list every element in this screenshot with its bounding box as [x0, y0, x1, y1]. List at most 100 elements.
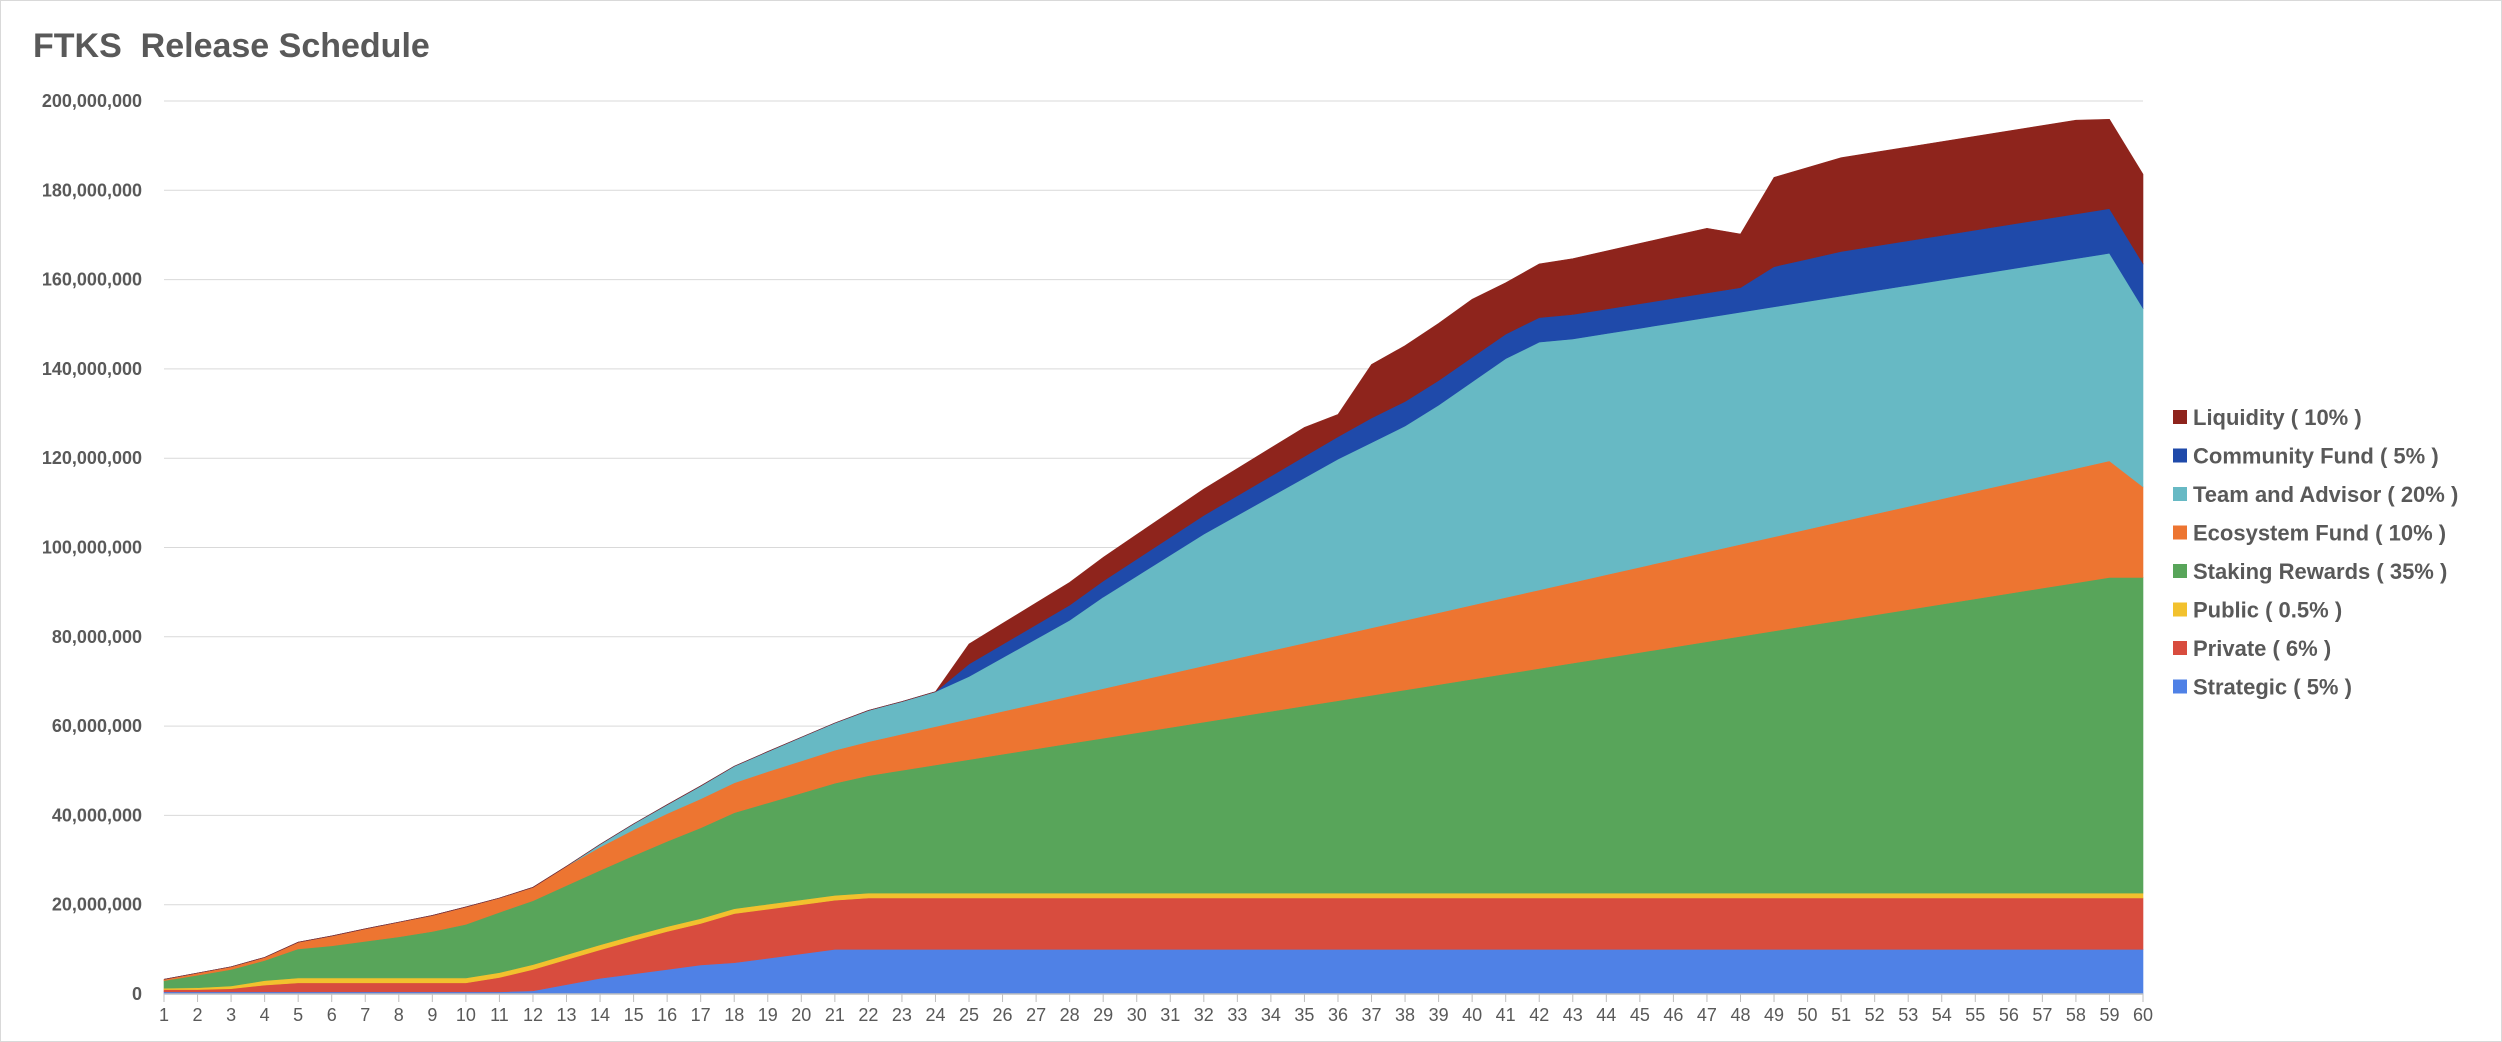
- x-tick-label: 37: [1362, 1005, 1382, 1025]
- legend-item: Ecosystem Fund ( 10% ): [2173, 521, 2446, 546]
- x-tick-label: 47: [1697, 1005, 1717, 1025]
- x-tick-label: 46: [1663, 1005, 1683, 1025]
- x-tick-label: 15: [624, 1005, 644, 1025]
- x-tick-label: 11: [490, 1005, 509, 1025]
- x-tick-label: 57: [2032, 1005, 2052, 1025]
- x-tick-label: 51: [1831, 1005, 1851, 1025]
- area-liquidity: [163, 119, 2144, 980]
- x-tick-label: 26: [993, 1005, 1013, 1025]
- legend-item: Strategic ( 5% ): [2173, 675, 2352, 700]
- x-tick-label: 29: [1093, 1005, 1113, 1025]
- legend-swatch: [2173, 448, 2187, 463]
- x-tick-label: 5: [293, 1005, 303, 1025]
- x-tick-label: 30: [1127, 1005, 1147, 1025]
- x-tick-label: 45: [1630, 1005, 1650, 1025]
- legend-label: Community Fund ( 5% ): [2193, 444, 2439, 469]
- x-tick-label: 48: [1730, 1005, 1750, 1025]
- y-tick-label: 60,000,000: [52, 716, 142, 736]
- x-tick-label: 28: [1060, 1005, 1080, 1025]
- x-tick-label: 1: [159, 1005, 169, 1025]
- x-tick-label: 36: [1328, 1005, 1348, 1025]
- x-tick-label: 17: [691, 1005, 711, 1025]
- x-tick-label: 20: [791, 1005, 811, 1025]
- legend-label: Public ( 0.5% ): [2193, 598, 2342, 623]
- legend-label: Staking Rewards ( 35% ): [2193, 559, 2447, 584]
- x-tick-label: 22: [858, 1005, 878, 1025]
- x-tick-label: 13: [556, 1005, 576, 1025]
- legend-item: Community Fund ( 5% ): [2173, 444, 2439, 469]
- legend-swatch: [2173, 525, 2187, 540]
- y-tick-label: 200,000,000: [42, 91, 142, 111]
- x-tick-label: 6: [327, 1005, 337, 1025]
- x-tick-label: 19: [758, 1005, 778, 1025]
- x-tick-label: 56: [1999, 1005, 2019, 1025]
- legend-item: Staking Rewards ( 35% ): [2173, 559, 2447, 584]
- y-tick-label: 180,000,000: [42, 180, 142, 200]
- area-series-group: [163, 119, 2144, 995]
- y-tick-label: 0: [132, 984, 142, 1004]
- legend-swatch: [2173, 410, 2187, 424]
- x-tick-label: 9: [427, 1005, 437, 1025]
- x-tick-label: 23: [892, 1005, 912, 1025]
- x-tick-label: 8: [394, 1005, 404, 1025]
- y-tick-label: 20,000,000: [52, 895, 142, 915]
- x-tick-label: 58: [2066, 1005, 2086, 1025]
- x-tick-label: 33: [1227, 1005, 1247, 1025]
- x-tick-label: 54: [1932, 1005, 1952, 1025]
- x-tick-label: 38: [1395, 1005, 1415, 1025]
- legend: Liquidity ( 10% ) Community Fund ( 5% ) Te…: [2173, 405, 2458, 700]
- legend-swatch: [2173, 487, 2187, 501]
- legend-label: Ecosystem Fund ( 10% ): [2193, 521, 2446, 546]
- legend-item: Private ( 6% ): [2173, 636, 2331, 661]
- x-tick-label: 7: [360, 1005, 370, 1025]
- x-tick-label: 21: [825, 1005, 845, 1025]
- x-tick-label: 25: [959, 1005, 979, 1025]
- x-tick-label: 42: [1529, 1005, 1549, 1025]
- x-tick-label: 55: [1965, 1005, 1985, 1025]
- legend-label: Liquidity ( 10% ): [2193, 405, 2362, 430]
- y-tick-label: 80,000,000: [52, 627, 142, 647]
- legend-item: Team and Advisor ( 20% ): [2173, 482, 2458, 507]
- x-tick-label: 34: [1261, 1005, 1281, 1025]
- x-tick-label: 50: [1798, 1005, 1818, 1025]
- y-tick-label: 160,000,000: [42, 270, 142, 290]
- x-tick-label: 14: [590, 1005, 610, 1025]
- y-tick-label: 40,000,000: [52, 805, 142, 825]
- x-tick-label: 18: [724, 1005, 744, 1025]
- legend-swatch: [2173, 641, 2187, 655]
- x-tick-label: 3: [226, 1005, 236, 1025]
- x-tick-label: 4: [260, 1005, 270, 1025]
- legend-swatch: [2173, 602, 2187, 617]
- x-tick-label: 31: [1160, 1005, 1180, 1025]
- y-tick-label: 100,000,000: [42, 538, 142, 558]
- x-tick-label: 24: [925, 1005, 945, 1025]
- x-tick-label: 35: [1294, 1005, 1314, 1025]
- x-tick-label: 16: [657, 1005, 677, 1025]
- y-tick-label: 140,000,000: [42, 359, 142, 379]
- legend-item: Liquidity ( 10% ): [2173, 405, 2362, 430]
- x-tick-label: 43: [1563, 1005, 1583, 1025]
- legend-label: Team and Advisor ( 20% ): [2193, 482, 2458, 507]
- legend-item: Public ( 0.5% ): [2173, 598, 2342, 623]
- x-tick-label: 39: [1429, 1005, 1449, 1025]
- legend-swatch: [2173, 679, 2187, 694]
- x-tick-label: 10: [456, 1005, 476, 1025]
- legend-label: Private ( 6% ): [2193, 636, 2331, 661]
- legend-label: Strategic ( 5% ): [2193, 675, 2352, 700]
- x-tick-label: 44: [1596, 1005, 1616, 1025]
- x-tick-label: 32: [1194, 1005, 1214, 1025]
- x-tick-label: 40: [1462, 1005, 1482, 1025]
- x-tick-label: 27: [1026, 1005, 1046, 1025]
- x-tick-label: 59: [2099, 1005, 2119, 1025]
- x-tick-label: 2: [193, 1005, 203, 1025]
- legend-swatch: [2173, 564, 2187, 578]
- axes: 0 20,000,000 40,000,000 60,000,000 80,000,00…: [42, 91, 2153, 1025]
- x-tick-label: 12: [523, 1005, 543, 1025]
- x-tick-label: 52: [1865, 1005, 1885, 1025]
- x-tick-label: 53: [1898, 1005, 1918, 1025]
- x-tick-label: 49: [1764, 1005, 1784, 1025]
- x-tick-label: 41: [1496, 1005, 1516, 1025]
- chart-title: FTKS Release Schedule: [33, 27, 430, 65]
